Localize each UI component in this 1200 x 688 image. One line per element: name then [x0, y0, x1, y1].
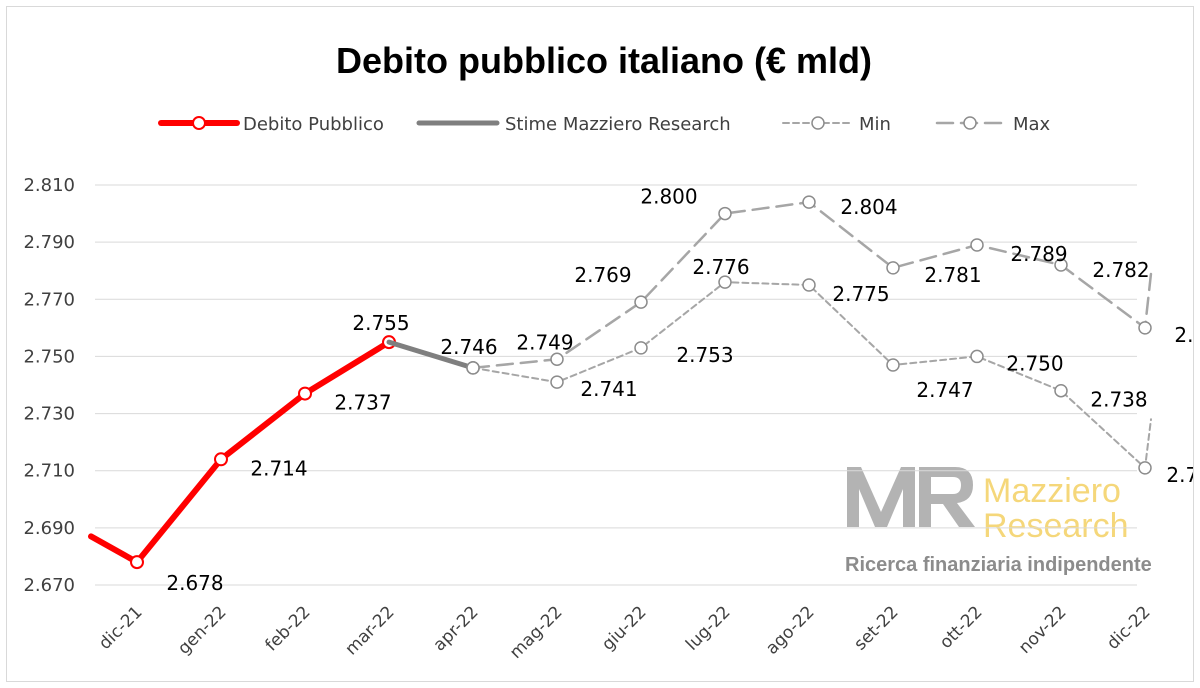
data-point	[970, 349, 984, 364]
x-tick-label: mag-22	[506, 602, 566, 662]
data-label: 2.749	[516, 330, 573, 354]
data-point	[550, 352, 564, 367]
data-point	[970, 238, 984, 252]
data-label: 2.781	[924, 263, 981, 287]
data-point	[634, 341, 648, 355]
data-point	[1054, 383, 1068, 398]
data-label: 2.804	[840, 195, 897, 219]
watermark-line2: Research	[983, 507, 1129, 545]
data-label: 2.746	[440, 335, 497, 359]
data-point	[718, 206, 732, 221]
x-tick-label: dic-21	[95, 602, 146, 653]
data-label: 2.800	[640, 185, 697, 209]
data-point	[1138, 461, 1152, 475]
data-point	[718, 275, 732, 289]
legend-label: Min	[859, 114, 891, 135]
data-point	[634, 295, 648, 309]
x-tick-label: apr-22	[430, 602, 483, 655]
y-tick-label: 2.750	[23, 346, 75, 367]
legend-marker	[963, 116, 977, 130]
x-tick-label: ott-22	[936, 602, 987, 653]
data-label: 2.789	[1010, 242, 1067, 266]
data-point	[298, 386, 312, 401]
y-tick-label: 2.810	[23, 175, 75, 196]
legend-label: Max	[1013, 114, 1051, 135]
data-point	[802, 278, 816, 292]
data-point	[886, 358, 900, 372]
data-point	[466, 361, 480, 375]
series-line-1	[386, 339, 476, 371]
watermark-tagline: Ricerca finanziaria indipendente	[845, 554, 1152, 576]
x-tick-label: giu-22	[598, 602, 650, 654]
series	[88, 195, 1153, 570]
y-tick-label: 2.710	[23, 461, 75, 482]
data-label: 2.741	[580, 377, 637, 401]
mr-logo-icon	[847, 467, 975, 527]
data-label: 2.753	[676, 343, 733, 367]
x-axis: dic-21 gen-22 feb-22 mar-22 apr-22 mag-22 giu-…	[95, 602, 1154, 662]
gridlines	[95, 184, 1137, 586]
data-point	[1138, 321, 1152, 335]
series-line-0	[88, 339, 392, 566]
chart-title: Debito pubblico italiano (€ mld)	[336, 40, 872, 81]
y-tick-label: 2.690	[23, 518, 75, 539]
legend: Debito Pubblico Stime Mazziero Research Mi…	[158, 114, 1051, 135]
x-tick-label: ago-22	[762, 602, 818, 658]
chart-frame: Debito pubblico italiano (€ mld) Mazzier…	[6, 6, 1194, 682]
chart: Debito pubblico italiano (€ mld) Mazzier…	[23, 40, 1193, 663]
watermark-line1: Mazziero	[983, 472, 1121, 510]
x-tick-label: dic-22	[1103, 602, 1154, 653]
y-tick-label: 2.730	[23, 404, 75, 425]
data-label: 2.738	[1090, 388, 1147, 412]
series-line-3	[471, 200, 1153, 370]
data-label: 2.760	[1174, 323, 1193, 347]
x-tick-label: gen-22	[174, 602, 230, 658]
x-tick-label: feb-22	[261, 602, 314, 655]
data-point	[214, 452, 228, 467]
y-tick-label: 2.770	[23, 289, 75, 310]
data-labels: 2.678 2.714 2.737 2.755 2.746 2.741 2.753 2.776…	[166, 185, 1193, 596]
watermark-logo: Mazziero Research Ricerca finanziaria in…	[845, 467, 1152, 576]
y-tick-label: 2.670	[23, 575, 75, 596]
data-label: 2.769	[574, 263, 631, 287]
legend-marker	[192, 116, 206, 130]
data-label: 2.750	[1006, 351, 1063, 375]
data-label: 2.775	[832, 282, 889, 306]
data-label: 2.711	[1166, 463, 1193, 487]
data-label: 2.776	[692, 255, 749, 279]
data-label: 2.755	[352, 311, 409, 335]
data-point	[886, 261, 900, 275]
x-tick-label: mar-22	[342, 602, 399, 659]
legend-marker	[811, 116, 825, 130]
data-label: 2.782	[1092, 258, 1149, 282]
data-label: 2.714	[250, 456, 307, 480]
data-label: 2.678	[166, 571, 223, 595]
data-label: 2.737	[334, 391, 391, 415]
x-tick-label: set-22	[850, 602, 902, 654]
x-tick-label: lug-22	[682, 602, 734, 654]
x-tick-label: nov-22	[1015, 602, 1071, 658]
y-tick-label: 2.790	[23, 232, 75, 253]
series-line-2	[472, 281, 1152, 469]
data-label: 2.747	[916, 378, 973, 402]
data-point	[130, 555, 144, 570]
legend-label: Stime Mazziero Research	[505, 114, 731, 135]
data-point	[550, 375, 564, 389]
legend-label: Debito Pubblico	[243, 114, 384, 135]
y-axis: 2.670 2.690 2.710 2.730 2.750 2.770 2.790 2.810	[23, 175, 75, 596]
data-point	[802, 195, 816, 209]
data-point	[1054, 258, 1068, 272]
